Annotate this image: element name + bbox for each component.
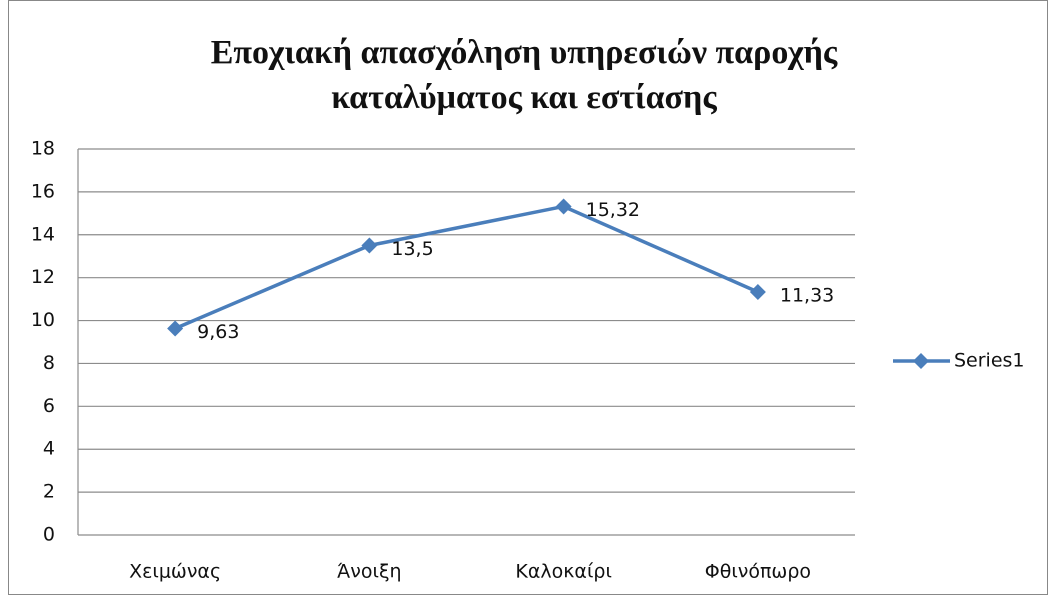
y-tick-label: 10 — [31, 309, 55, 331]
y-tick-label: 14 — [31, 223, 55, 245]
data-label: 9,63 — [197, 321, 239, 343]
data-point — [749, 284, 766, 301]
legend-label: Series1 — [954, 350, 1025, 372]
x-tick-label: Χειμώνας — [129, 561, 221, 583]
x-tick-label: Φθινόπωρο — [705, 561, 811, 583]
data-label: 13,5 — [391, 238, 433, 260]
data-point — [555, 198, 572, 215]
y-tick-label: 18 — [31, 138, 55, 160]
y-tick-label: 8 — [43, 352, 55, 374]
chart-title: Εποχιακή απασχόληση υπηρεσιών παροχής κα… — [210, 34, 838, 116]
y-tick-label: 16 — [31, 180, 55, 202]
y-tick-label: 6 — [43, 395, 55, 417]
legend-marker — [913, 353, 929, 369]
y-tick-label: 2 — [43, 481, 55, 503]
series-line — [174, 204, 759, 331]
data-label: 15,32 — [586, 199, 640, 221]
y-tick-label: 12 — [31, 266, 55, 288]
data-point — [167, 320, 184, 337]
chart-frame — [8, 0, 1048, 595]
data-point — [361, 237, 378, 254]
x-tick-label: Άνοιξη — [337, 561, 401, 583]
y-tick-label: 0 — [43, 524, 55, 546]
data-label: 11,33 — [780, 285, 834, 307]
x-tick-label: Καλοκαίρι — [515, 561, 612, 583]
y-tick-label: 4 — [43, 438, 55, 460]
